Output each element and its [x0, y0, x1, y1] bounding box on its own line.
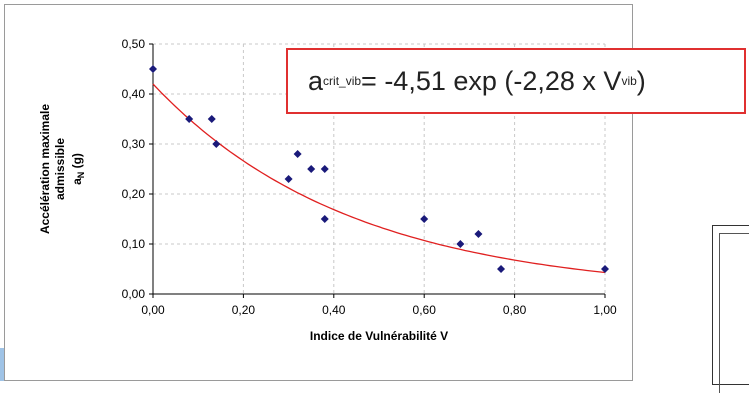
y-tick-label: 0,20: [122, 187, 146, 201]
data-point: [207, 115, 216, 123]
x-tick-label: 0,00: [141, 303, 165, 317]
x-tick-label: 0,20: [232, 303, 256, 317]
y-tick-label: 0,50: [122, 37, 146, 51]
x-axis-title: Indice de Vulnérabilité V: [310, 329, 448, 343]
data-point: [212, 140, 221, 148]
y-tick-label: 0,00: [122, 287, 146, 301]
data-point: [497, 265, 506, 273]
y-axis-title-line2: admissible: [53, 138, 67, 200]
y-axis-title-line3: aN (g): [70, 153, 86, 185]
x-tick-label: 1,00: [593, 303, 617, 317]
equation-a: a: [308, 65, 324, 96]
data-point: [185, 115, 194, 123]
data-point: [420, 215, 429, 223]
equation-subscript-crit: crit_vib: [323, 74, 362, 88]
trend-line: [152, 83, 606, 274]
scatter-chart: 0,00 0,10 0,20 0,30 0,40 0,50 0,00 0,20 0,40 0,60…: [38, 37, 617, 343]
data-point: [474, 230, 483, 238]
data-point: [293, 150, 302, 158]
x-tick-label: 0,80: [503, 303, 527, 317]
window-edge-strip: [0, 348, 4, 381]
x-tick-label: 0,40: [322, 303, 346, 317]
y-tick-label: 0,30: [122, 137, 146, 151]
adjacent-frame: [712, 225, 749, 385]
y-tick-label: 0,10: [122, 237, 146, 251]
equation-close: ): [636, 65, 646, 96]
y-tick-label: 0,40: [122, 87, 146, 101]
equation-subscript-vib: vib: [621, 74, 637, 88]
data-point: [307, 165, 316, 173]
data-point: [149, 65, 157, 73]
adjacent-frame-inner: [719, 233, 749, 393]
y-axis-title-line1: Accélération maximale: [38, 104, 52, 234]
data-point: [320, 215, 329, 223]
data-point: [456, 240, 465, 248]
x-tick-label: 0,60: [413, 303, 437, 317]
data-point: [601, 265, 609, 273]
data-point: [284, 175, 293, 183]
equation-body: = -4,51 exp (-2,28 x V: [361, 65, 622, 96]
y-axis-title: Accélération maximale admissible aN (g): [38, 104, 86, 234]
data-point: [320, 165, 329, 173]
